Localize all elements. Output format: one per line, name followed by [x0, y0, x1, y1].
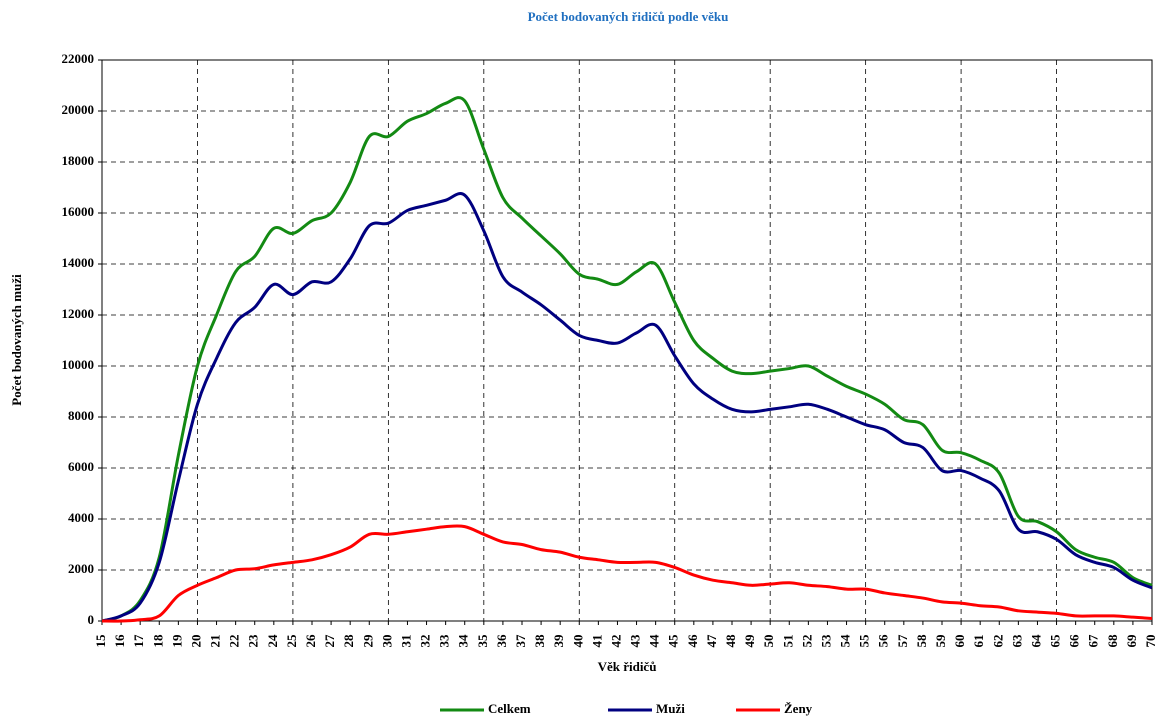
x-tick-label: 52: [799, 635, 814, 648]
y-tick-label: 18000: [62, 153, 95, 168]
x-tick-label: 46: [685, 634, 700, 648]
x-tick-label: 20: [188, 635, 203, 648]
x-tick-label: 24: [265, 634, 280, 648]
x-tick-label: 53: [818, 634, 833, 648]
series-line: [101, 96, 1153, 623]
x-tick-label: 61: [971, 635, 986, 648]
x-tick-label: 18: [150, 634, 165, 648]
x-tick-label: 49: [742, 634, 757, 648]
legend-label: Ženy: [784, 701, 813, 716]
x-tick-label: 39: [551, 634, 566, 648]
x-tick-label: 27: [322, 634, 337, 648]
y-tick-label: 2000: [68, 561, 94, 576]
x-tick-label: 25: [284, 634, 299, 648]
x-tick-label: 50: [761, 635, 776, 648]
x-tick-label: 64: [1028, 634, 1043, 648]
x-tick-label: 37: [513, 634, 528, 648]
series-line: [101, 524, 1153, 623]
x-tick-label: 21: [208, 635, 223, 648]
x-axis-label: Věk řidičů: [598, 659, 657, 674]
y-tick-label: 20000: [62, 102, 95, 117]
x-tick-label: 56: [876, 634, 891, 648]
chart-title: Počet bodovaných řidičů podle věku: [528, 9, 729, 24]
y-tick-label: 4000: [68, 510, 94, 525]
x-tick-label: 32: [418, 635, 433, 648]
x-tick-label: 62: [990, 635, 1005, 648]
x-tick-label: 19: [169, 634, 184, 648]
series-line: [101, 192, 1153, 623]
x-tick-label: 38: [532, 634, 547, 648]
x-tick-label: 68: [1105, 634, 1120, 648]
x-tick-label: 44: [647, 634, 662, 648]
x-tick-label: 23: [246, 634, 261, 648]
x-tick-label: 43: [628, 634, 643, 648]
x-tick-label: 15: [93, 634, 108, 648]
y-tick-label: 10000: [62, 357, 95, 372]
legend-label: Muži: [656, 701, 685, 716]
x-tick-label: 42: [608, 635, 623, 648]
x-tick-label: 41: [589, 635, 604, 648]
x-tick-label: 26: [303, 634, 318, 648]
x-tick-label: 30: [379, 635, 394, 648]
x-tick-label: 48: [723, 634, 738, 648]
y-tick-label: 22000: [62, 51, 95, 66]
x-tick-label: 40: [570, 635, 585, 648]
x-tick-label: 63: [1009, 634, 1024, 648]
y-tick-label: 6000: [68, 459, 94, 474]
x-tick-label: 28: [341, 634, 356, 648]
legend-label: Celkem: [488, 701, 531, 716]
x-tick-label: 45: [666, 634, 681, 648]
x-tick-label: 33: [437, 634, 452, 648]
x-tick-label: 66: [1067, 634, 1082, 648]
x-tick-label: 51: [780, 635, 795, 648]
y-axis-label: Počet bodovaných muži: [9, 274, 24, 406]
x-tick-label: 55: [857, 634, 872, 648]
x-tick-label: 69: [1124, 634, 1139, 648]
x-tick-label: 35: [475, 634, 490, 648]
x-tick-label: 60: [952, 635, 967, 648]
y-tick-label: 12000: [62, 306, 95, 321]
y-tick-label: 0: [88, 612, 95, 627]
x-tick-label: 57: [895, 634, 910, 648]
x-tick-label: 47: [704, 634, 719, 648]
y-tick-label: 14000: [62, 255, 95, 270]
x-tick-label: 36: [494, 634, 509, 648]
x-tick-label: 70: [1143, 635, 1158, 648]
x-tick-label: 54: [838, 634, 853, 648]
x-tick-label: 22: [227, 635, 242, 648]
y-tick-label: 16000: [62, 204, 95, 219]
y-tick-label: 8000: [68, 408, 94, 423]
x-tick-label: 59: [933, 634, 948, 648]
x-tick-label: 29: [360, 634, 375, 648]
x-tick-label: 58: [914, 634, 929, 648]
x-tick-label: 34: [456, 634, 471, 648]
x-tick-label: 17: [131, 634, 146, 648]
x-tick-label: 16: [112, 634, 127, 648]
x-tick-label: 67: [1086, 634, 1101, 648]
x-tick-label: 31: [398, 635, 413, 648]
plot-border: [101, 59, 1153, 622]
x-tick-label: 65: [1048, 634, 1063, 648]
